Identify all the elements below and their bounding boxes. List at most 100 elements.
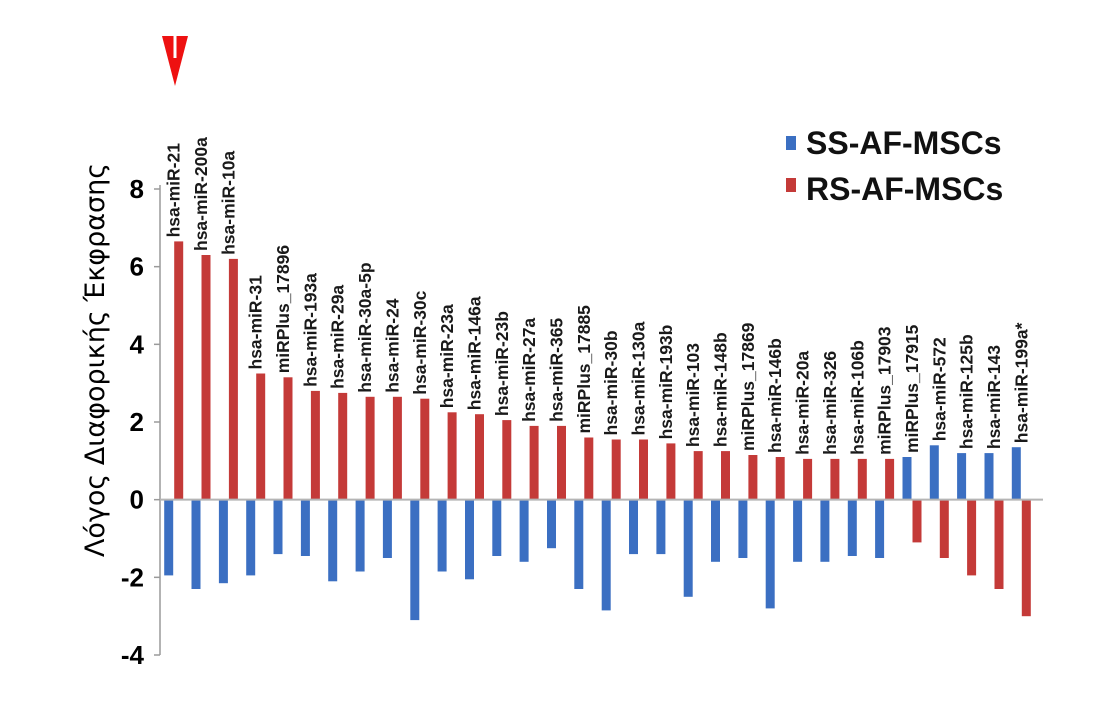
legend-label-rs: RS-AF-MSCs: [806, 171, 1003, 207]
bar-ss-18: [656, 499, 666, 555]
bar-rs-10: [447, 412, 457, 500]
category-label: hsa-miR-30b: [601, 330, 621, 435]
category-label: hsa-miR-125b: [957, 334, 977, 449]
bar-ss-10: [437, 499, 447, 572]
category-label: hsa-miR-146a: [465, 296, 485, 410]
bar-rs-13: [529, 425, 539, 500]
category-label: miRPlus_17869: [738, 322, 758, 451]
bar-rs-9: [420, 398, 430, 500]
bar-ss-17: [629, 499, 638, 555]
category-label: hsa-miR-148b: [711, 332, 731, 447]
y-axis: 8 6 4 2 0 -2 -4: [121, 174, 161, 670]
category-label: miRPlus_17903: [875, 326, 895, 455]
category-label: hsa-miR-103: [683, 343, 703, 447]
bar-rs-1: [201, 255, 211, 500]
y-tick-label: 4: [130, 329, 145, 359]
bar-rs-27: [912, 499, 922, 543]
bar-ss-20: [711, 499, 720, 562]
bar-ss-2: [218, 499, 228, 584]
bar-rs-5: [310, 390, 320, 500]
y-tick-label: 2: [130, 407, 144, 437]
category-label: hsa-miR-326: [820, 351, 840, 455]
bar-rs-21: [748, 455, 758, 500]
category-label: miRPlus_17915: [902, 324, 922, 453]
bar-ss-1: [191, 499, 201, 589]
category-label: hsa-miR-199a*: [1011, 322, 1031, 443]
category-label: hsa-miR-10a: [218, 151, 238, 255]
y-axis-label: Λόγος Διαφορικής Έκφρασης: [80, 163, 111, 557]
category-label: hsa-miR-130a: [629, 321, 649, 435]
category-label: hsa-miR-572: [929, 337, 949, 441]
bar-rs-22: [775, 457, 785, 500]
bar-rs-26: [885, 458, 895, 500]
bar-ss-16: [601, 499, 611, 611]
bar-rs-25: [857, 458, 867, 500]
bar-ss-14: [547, 499, 556, 549]
bar-rs-30: [994, 499, 1004, 589]
legend: SS-AF-MSCs RS-AF-MSCs: [786, 125, 1003, 207]
category-label: hsa-miR-24: [382, 298, 402, 393]
bar-ss-29: [957, 453, 967, 500]
bar-ss-24: [820, 499, 830, 562]
category-label: miRPlus_17885: [574, 305, 594, 434]
bar-ss-7: [355, 499, 365, 572]
bar-ss-25: [847, 499, 857, 556]
category-label: hsa-miR-29a: [328, 285, 348, 389]
category-label: hsa-miR-20a: [793, 351, 813, 455]
bar-rs-16: [611, 439, 621, 500]
bar-rs-17: [639, 439, 648, 500]
bar-rs-2: [228, 258, 238, 500]
bar-rs-23: [803, 458, 813, 500]
bar-ss-0: [164, 499, 174, 576]
y-tick-label: -2: [121, 562, 144, 592]
bar-ss-9: [410, 499, 420, 621]
category-labels: hsa-miR-21 hsa-miR-200a hsa-miR-10a hsa-miR…: [164, 137, 1032, 455]
bar-ss-3: [246, 499, 256, 576]
category-label: hsa-miR-200a: [191, 137, 211, 251]
category-label: hsa-miR-23b: [492, 311, 512, 416]
bar-ss-11: [465, 499, 474, 580]
bar-ss-8: [382, 499, 392, 558]
bar-rs-15: [584, 437, 594, 500]
bar-rs-18: [666, 443, 676, 500]
category-label: hsa-miR-365: [547, 318, 567, 422]
y-tick-label: 8: [130, 174, 144, 204]
category-label: hsa-miR-193b: [656, 325, 676, 440]
bar-ss-28: [929, 445, 939, 500]
bar-rs-14: [557, 425, 566, 500]
bar-ss-12: [492, 499, 502, 556]
category-label: hsa-miR-23a: [437, 304, 457, 408]
bar-rs-8: [392, 396, 402, 500]
legend-swatch-rs: [786, 178, 796, 192]
category-label: miRPlus_17896: [273, 245, 293, 374]
category-label: hsa-miR-30c: [410, 290, 430, 394]
bar-rs-31: [1021, 499, 1031, 617]
red-arrow-icon: [162, 33, 188, 86]
bar-rs-12: [502, 420, 512, 500]
bar-ss-27: [902, 457, 912, 500]
bar-rs-6: [338, 392, 348, 500]
y-tick-label: 0: [130, 485, 144, 515]
legend-swatch-ss: [786, 136, 796, 150]
bar-rs-4: [283, 377, 293, 500]
y-tick-label: 6: [130, 252, 144, 282]
legend-label-ss: SS-AF-MSCs: [806, 125, 1002, 161]
category-label: hsa-miR-146b: [765, 338, 785, 453]
bar-rs-24: [830, 458, 840, 500]
bar-rs-11: [475, 414, 484, 500]
bar-rs-3: [256, 373, 266, 500]
bar-ss-22: [765, 499, 775, 609]
category-label: hsa-miR-31: [246, 275, 266, 370]
category-label: hsa-miR-193a: [300, 273, 320, 387]
bar-ss-15: [574, 499, 584, 589]
bar-ss-30: [984, 453, 994, 500]
y-tick-label: -4: [121, 640, 145, 670]
category-label: hsa-miR-21: [164, 143, 184, 238]
bar-ss-23: [793, 499, 803, 562]
bar-ss-5: [300, 499, 310, 556]
bar-ss-31: [1011, 447, 1021, 500]
bar-rs-19: [693, 451, 703, 500]
bar-rs-29: [967, 499, 977, 576]
category-label: hsa-miR-30a-5p: [355, 262, 375, 392]
